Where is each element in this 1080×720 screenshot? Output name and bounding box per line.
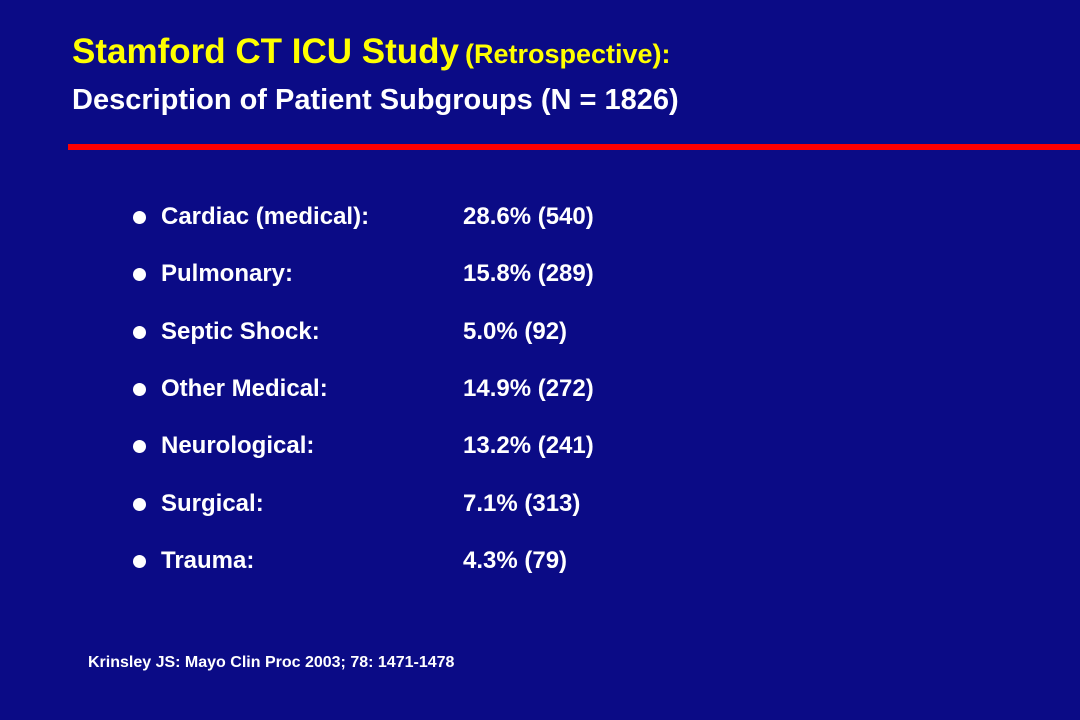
item-label: Septic Shock:: [161, 317, 320, 345]
bullet-item: Trauma: 4.3% (79): [0, 547, 800, 577]
title: Stamford CT ICU Study: [72, 32, 459, 71]
bullet-item: Septic Shock: 5.0% (92): [0, 318, 800, 348]
item-value: 13.2% (241): [463, 432, 594, 460]
item-value: 28.6% (540): [463, 203, 594, 230]
bullet: [133, 440, 146, 454]
item-label: Surgical:: [161, 489, 264, 517]
bullet: [133, 497, 146, 511]
subtitle: Description of Patient Subgroups (N = 18…: [72, 84, 679, 116]
bullet: [133, 554, 146, 568]
title-note: (Retrospective):: [464, 39, 671, 69]
item-value: 14.9% (272): [463, 374, 594, 402]
item-label: Cardiac (medical):: [161, 203, 370, 230]
bullet: [133, 382, 146, 396]
bullet-item: Neurological: 13.2% (241): [0, 432, 800, 462]
title-line: Stamford CT ICU Study (Retrospective):: [72, 32, 671, 72]
item-label: Neurological:: [161, 432, 315, 460]
item-value: 5.0% (92): [463, 317, 568, 345]
item-label: Pulmonary:: [161, 260, 294, 288]
citation: Krinsley JS: Mayo Clin Proc 2003; 78: 14…: [88, 654, 455, 671]
bullet: [133, 325, 146, 339]
divider: [68, 144, 1080, 150]
bullet-item: Surgical: 7.1% (313): [0, 490, 800, 520]
bullet-item: Cardiac (medical): 28.6% (540): [0, 203, 800, 233]
bullet: [133, 211, 146, 224]
item-label: Other Medical:: [161, 374, 328, 402]
item-value: 4.3% (79): [463, 546, 568, 574]
bullet-item: Pulmonary: 15.8% (289): [0, 260, 800, 290]
bullet-item: Other Medical: 14.9% (272): [0, 375, 800, 405]
item-value: 7.1% (313): [463, 489, 581, 517]
item-label: Trauma:: [161, 546, 255, 574]
bullet: [133, 268, 146, 282]
item-value: 15.8% (289): [463, 260, 594, 288]
